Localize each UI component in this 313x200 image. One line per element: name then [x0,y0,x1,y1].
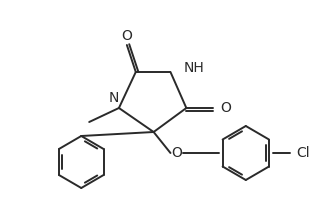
Text: O: O [171,146,182,160]
Text: O: O [220,101,231,115]
Text: NH: NH [183,61,204,75]
Text: Cl: Cl [296,146,310,160]
Text: O: O [121,29,132,43]
Text: N: N [109,91,119,105]
